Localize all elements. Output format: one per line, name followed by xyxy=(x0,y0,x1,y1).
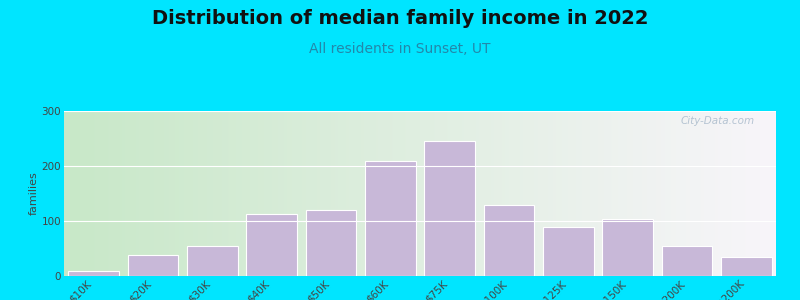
Bar xyxy=(662,246,712,276)
Bar xyxy=(306,210,356,276)
Bar xyxy=(365,160,415,276)
Bar xyxy=(484,205,534,276)
Bar xyxy=(246,214,297,276)
Bar xyxy=(721,257,771,276)
Text: All residents in Sunset, UT: All residents in Sunset, UT xyxy=(310,42,490,56)
Y-axis label: families: families xyxy=(29,172,39,215)
Text: Distribution of median family income in 2022: Distribution of median family income in … xyxy=(152,9,648,28)
Bar xyxy=(128,255,178,276)
Bar xyxy=(543,226,594,276)
Bar xyxy=(425,141,475,276)
Text: City-Data.com: City-Data.com xyxy=(681,116,754,126)
Bar xyxy=(187,246,238,276)
Bar xyxy=(69,271,119,276)
Bar xyxy=(602,219,653,276)
